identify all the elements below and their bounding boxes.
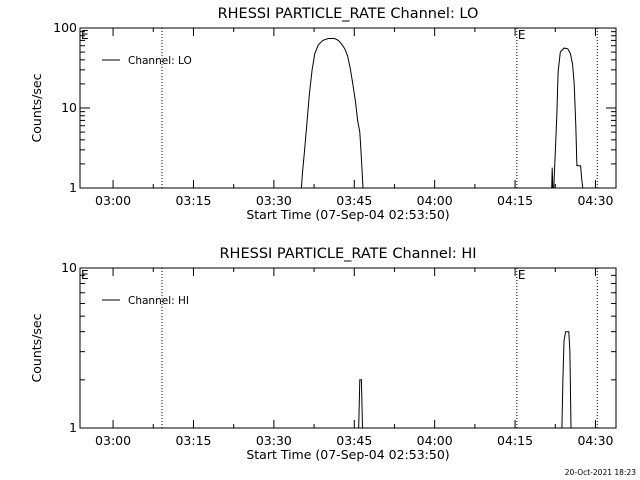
hi-x-axis-label: Start Time (07-Sep-04 02:53:50) bbox=[246, 447, 449, 462]
lo-y-tick-label-2: 100 bbox=[53, 20, 77, 35]
hi-x-tick-label-0: 03:00 bbox=[95, 433, 131, 448]
lo-x-tick-label-5: 04:15 bbox=[497, 193, 533, 208]
lo-x-tick-label-0: 03:00 bbox=[95, 193, 131, 208]
hi-series-line-0-segment-0 bbox=[358, 379, 363, 429]
hi-y-axis-label: Counts/sec bbox=[29, 313, 44, 382]
lo-title: RHESSI PARTICLE_RATE Channel: LO bbox=[218, 6, 479, 22]
lo-x-tick-label-6: 04:30 bbox=[577, 193, 613, 208]
hi-title: RHESSI PARTICLE_RATE Channel: HI bbox=[219, 246, 476, 262]
lo-series-line-0-segment-1 bbox=[551, 47, 584, 189]
hi-marker-0: E bbox=[81, 268, 89, 282]
lo-plot-frame bbox=[79, 27, 617, 189]
lo-legend-label-0: Channel: LO bbox=[128, 55, 192, 67]
hi-x-tick-label-2: 03:30 bbox=[256, 433, 292, 448]
lo-marker-0: E bbox=[81, 28, 89, 42]
hi-x-tick-label-5: 04:15 bbox=[497, 433, 533, 448]
lo-x-tick-label-4: 04:00 bbox=[417, 193, 453, 208]
hi-series-line-0-segment-1 bbox=[561, 331, 572, 429]
lo-marker-1: E bbox=[518, 28, 526, 42]
lo-y-tick-label-1: 10 bbox=[61, 100, 77, 115]
lo-series-line-0-segment-0 bbox=[300, 38, 364, 189]
hi-x-tick-label-3: 03:45 bbox=[336, 433, 372, 448]
timestamp-footer: 20-Oct-2021 18:23 bbox=[565, 468, 636, 477]
lo-x-tick-label-3: 03:45 bbox=[336, 193, 372, 208]
hi-y-tick-label-1: 10 bbox=[61, 260, 77, 275]
hi-marker-1: E bbox=[518, 268, 526, 282]
lo-x-tick-label-1: 03:15 bbox=[175, 193, 211, 208]
hi-y-tick-label-0: 1 bbox=[69, 420, 77, 435]
lo-y-tick-label-0: 1 bbox=[69, 180, 77, 195]
lo-y-axis-label: Counts/sec bbox=[29, 73, 44, 142]
lo-x-tick-label-2: 03:30 bbox=[256, 193, 292, 208]
hi-channel-panel: RHESSI PARTICLE_RATE Channel: HI 03:00 03:… bbox=[29, 246, 617, 462]
hi-legend-label-0: Channel: HI bbox=[128, 295, 189, 307]
hi-x-tick-label-4: 04:00 bbox=[417, 433, 453, 448]
hi-x-tick-label-6: 04:30 bbox=[577, 433, 613, 448]
hi-plot-frame bbox=[79, 267, 617, 429]
lo-channel-panel: RHESSI PARTICLE_RATE Channel: LO 03:00 03:… bbox=[29, 6, 617, 222]
lo-x-axis-label: Start Time (07-Sep-04 02:53:50) bbox=[246, 207, 449, 222]
hi-x-tick-label-1: 03:15 bbox=[175, 433, 211, 448]
